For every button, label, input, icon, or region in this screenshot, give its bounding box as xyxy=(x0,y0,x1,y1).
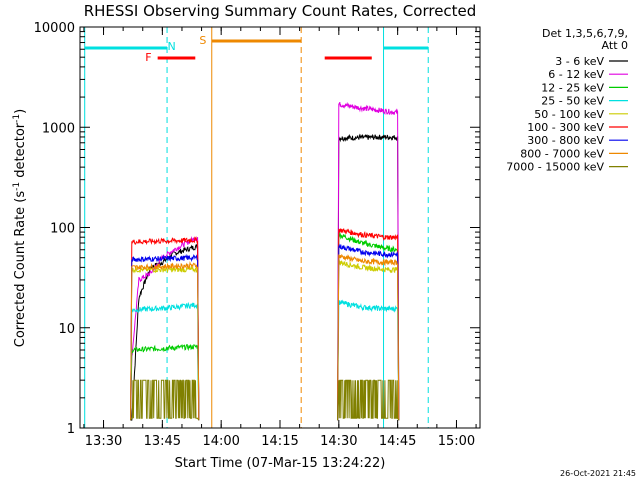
y-tick-label: 100 xyxy=(50,222,75,237)
series-line-7-seg2 xyxy=(337,253,400,421)
generated-timestamp: 26-Oct-2021 21:45 xyxy=(560,469,636,478)
x-tick-label: 14:15 xyxy=(261,434,298,449)
series-line-4-seg1 xyxy=(130,265,200,421)
series-line-8-seg2 xyxy=(337,379,400,421)
x-tick-label: 13:45 xyxy=(144,434,181,449)
y-tick-label: 1000 xyxy=(42,121,75,136)
series-line-8-seg1 xyxy=(130,379,200,421)
flag-label-flare: F xyxy=(145,51,151,64)
series-line-4-seg2 xyxy=(337,258,400,421)
series-line-6-seg2 xyxy=(337,243,400,421)
x-tick-label: 14:30 xyxy=(320,434,357,449)
legend-header-line-2: Att 0 xyxy=(602,39,628,52)
flag-label-night: N xyxy=(168,40,176,53)
chart-title: RHESSI Observing Summary Count Rates, Co… xyxy=(84,2,477,20)
axis-ticks: 13:30 13:45 14:00 14:15 14:30 14:45 15:00 1 10 10… xyxy=(34,21,480,449)
y-axis-label: Corrected Count Rate (s-1 detector-1) xyxy=(12,109,28,347)
legend-label: 12 - 25 keV xyxy=(541,81,604,94)
x-tick-label: 13:30 xyxy=(85,434,122,449)
x-tick-label: 14:45 xyxy=(379,434,416,449)
legend-label: 3 - 6 keV xyxy=(555,55,604,68)
series-line-5-seg1 xyxy=(130,235,200,421)
series-line-1-seg2 xyxy=(337,101,400,421)
series-line-0-seg2 xyxy=(337,133,400,421)
y-tick-label: 10 xyxy=(58,322,75,337)
chart-overlay-lines xyxy=(84,27,429,428)
y-tick-label: 10000 xyxy=(34,21,75,36)
series-line-5-seg2 xyxy=(337,228,400,421)
legend-label: 100 - 300 keV xyxy=(527,121,604,134)
legend-label: 6 - 12 keV xyxy=(548,68,604,81)
legend-label: 800 - 7000 keV xyxy=(520,147,604,160)
series-line-7-seg1 xyxy=(130,261,200,421)
legend-label: 300 - 800 keV xyxy=(527,134,604,147)
legend-label: 50 - 100 keV xyxy=(534,108,604,121)
series-line-3-seg2 xyxy=(337,299,400,421)
flag-label-saa: S xyxy=(199,34,206,47)
legend-label: 7000 - 15000 keV xyxy=(506,161,604,174)
y-tick-label: 1 xyxy=(67,422,75,437)
series-line-6-seg1 xyxy=(130,253,200,421)
series-line-2-seg1 xyxy=(130,344,200,421)
series-line-3-seg1 xyxy=(130,301,200,421)
plot-frame xyxy=(79,26,481,429)
x-tick-label: 14:00 xyxy=(202,434,239,449)
x-axis-label: Start Time (07-Mar-15 13:24:22) xyxy=(175,456,386,471)
chart-series-group xyxy=(130,101,400,421)
series-line-0-seg1 xyxy=(130,244,200,421)
series-line-2-seg2 xyxy=(337,231,400,421)
legend-header-line-1: Det 1,3,5,6,7,9, xyxy=(542,27,628,40)
flag-annotations: N F S xyxy=(84,34,429,64)
legend-label: 25 - 50 keV xyxy=(541,95,604,108)
x-tick-label: 15:00 xyxy=(438,434,475,449)
